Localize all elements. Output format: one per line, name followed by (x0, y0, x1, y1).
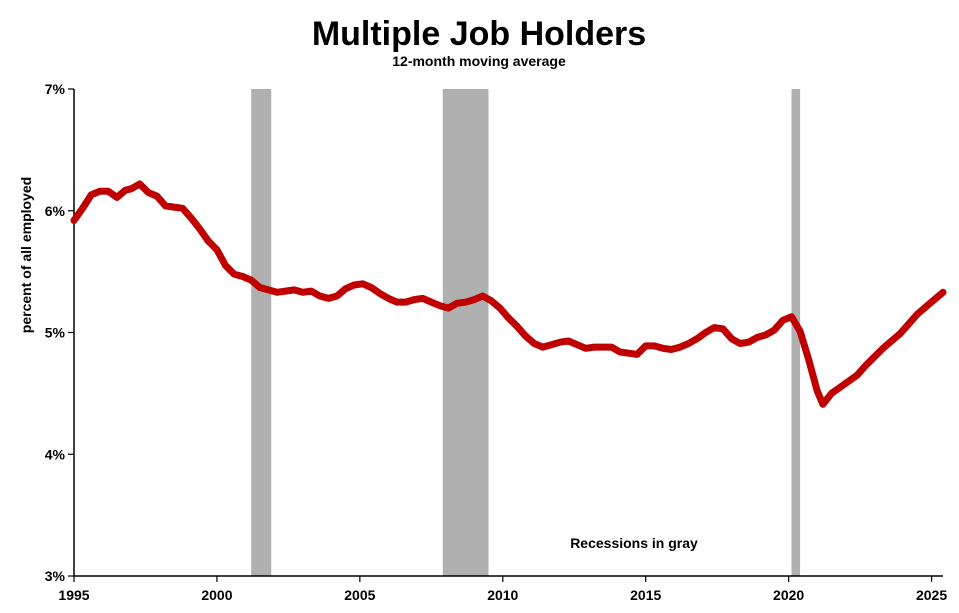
x-tick-label: 2000 (201, 587, 232, 603)
y-tick-label: 3% (45, 568, 66, 584)
recession-band (791, 89, 801, 576)
y-tick-label: 7% (45, 81, 66, 97)
y-tick-label: 6% (45, 203, 66, 219)
x-tick-label: 2025 (916, 587, 947, 603)
chart-series (70, 180, 947, 408)
recessions-annotation: Recessions in gray (570, 535, 698, 551)
recession-band (251, 89, 272, 576)
chart-title: Multiple Job Holders (312, 15, 646, 53)
x-tick-label: 2010 (487, 587, 518, 603)
y-tick-label: 4% (45, 446, 66, 462)
x-tick-label: 2015 (630, 587, 661, 603)
y-tick-label: 5% (45, 325, 66, 341)
x-tick-label: 2005 (344, 587, 375, 603)
x-tick-label: 2020 (773, 587, 804, 603)
recession-bands (251, 89, 801, 576)
chart-axes (73, 89, 943, 577)
recession-band (442, 89, 489, 576)
series-line (70, 180, 947, 408)
y-axis-title: percent of all employed (18, 177, 34, 333)
x-tick-label: 1995 (58, 587, 89, 603)
chart-subtitle: 12-month moving average (392, 53, 566, 69)
chart-ticks: 3% 4% 5% 6% 7% 1995 2000 2005 2010 2015 2020 2025 (45, 81, 948, 603)
